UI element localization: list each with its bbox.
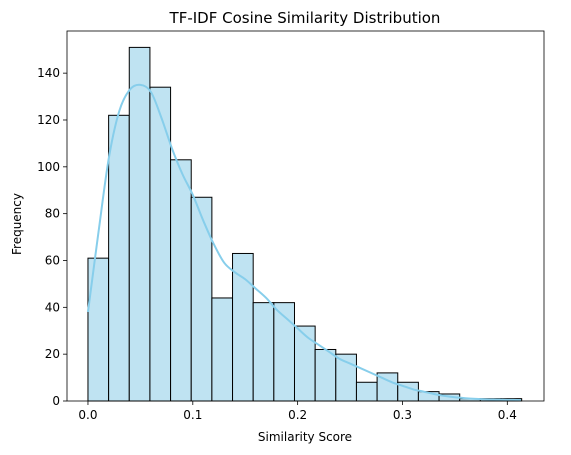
x-tick-label: 0.3 — [393, 408, 412, 422]
histogram-bar — [170, 159, 192, 402]
y-tick-label: 0 — [52, 394, 60, 408]
y-axis-ticks: 0 20 40 60 80 100 120 140 — [37, 66, 67, 408]
x-tick-label: 0.1 — [183, 408, 202, 422]
histogram-bars — [87, 46, 523, 402]
x-axis-ticks: 0.0 0.1 0.2 0.3 0.4 — [78, 401, 517, 422]
y-tick-label: 60 — [45, 253, 60, 267]
y-tick-label: 120 — [37, 113, 60, 127]
plot-frame — [66, 30, 545, 402]
histogram-bar — [190, 196, 213, 402]
histogram-bar — [232, 252, 254, 402]
y-tick-label: 100 — [37, 160, 60, 174]
histogram-bar — [293, 325, 316, 402]
histogram-bar — [211, 297, 234, 402]
histogram-bar — [128, 46, 151, 402]
histogram-bar — [87, 257, 110, 402]
histogram-bar — [108, 114, 130, 402]
y-tick-label: 140 — [37, 66, 60, 80]
x-axis-label: Similarity Score — [258, 430, 352, 444]
y-axis-label: Frequency — [10, 193, 24, 255]
x-tick-label: 0.2 — [288, 408, 307, 422]
y-tick-label: 40 — [45, 300, 60, 314]
x-tick-label: 0.4 — [498, 408, 517, 422]
histogram-bar — [252, 302, 275, 402]
y-tick-label: 80 — [45, 207, 60, 221]
x-tick-label: 0.0 — [78, 408, 97, 422]
y-tick-label: 20 — [45, 347, 60, 361]
chart-title: TF-IDF Cosine Similarity Distribution — [169, 9, 441, 27]
histogram-bar — [314, 348, 337, 402]
histogram-bar — [355, 381, 378, 402]
kde-curve — [86, 83, 521, 402]
